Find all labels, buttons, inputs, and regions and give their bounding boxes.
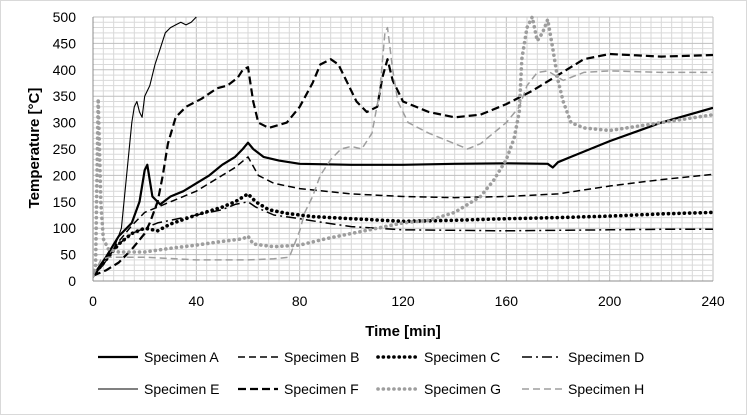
legend-item: Specimen C [376, 349, 500, 365]
y-tick-label: 400 [53, 62, 77, 78]
legend-label: Specimen E [144, 381, 219, 397]
legend-item: Specimen G [376, 381, 501, 397]
x-tick-label: 80 [292, 293, 308, 309]
legend-item: Specimen E [98, 381, 219, 397]
x-tick-label: 160 [495, 293, 519, 309]
y-tick-label: 50 [60, 247, 76, 263]
y-tick-label: 450 [53, 35, 77, 51]
legend-label: Specimen G [424, 381, 501, 397]
legend-label: Specimen A [144, 349, 219, 365]
grid [92, 16, 714, 282]
x-tick-label: 200 [598, 293, 622, 309]
legend-label: Specimen D [568, 349, 644, 365]
legend-label: Specimen C [424, 349, 500, 365]
series-line-specimen-b [93, 156, 713, 277]
x-tick-label: 240 [701, 293, 725, 309]
legend-item: Specimen H [522, 381, 644, 397]
y-tick-label: 0 [68, 273, 76, 289]
legend-item: Specimen F [238, 381, 359, 397]
series-line-specimen-a [93, 106, 713, 277]
series-line-specimen-d [93, 201, 713, 277]
y-tick-label: 350 [53, 88, 77, 104]
y-tick-label: 150 [53, 194, 77, 210]
legend-label: Specimen H [568, 381, 644, 397]
y-axis-title: Temperature [°C] [26, 88, 43, 209]
y-tick-label: 500 [53, 9, 77, 25]
legend-label: Specimen B [284, 349, 359, 365]
series-line-specimen-h [93, 26, 713, 277]
series-line-specimen-f [93, 52, 713, 277]
series-lines [93, 15, 713, 278]
y-tick-label: 200 [53, 167, 77, 183]
legend-item: Specimen A [98, 349, 219, 365]
x-tick-label: 40 [189, 293, 205, 309]
x-tick-label: 120 [391, 293, 415, 309]
y-tick-label: 300 [53, 115, 77, 131]
legend-item: Specimen D [522, 349, 644, 365]
tick-labels: 0 50 100 150 200 250 300 350 400 450 500 0 40 80 120 16… [53, 9, 725, 309]
x-tick-label: 0 [89, 293, 97, 309]
series-line-specimen-g [93, 15, 713, 278]
legend: Specimen A Specimen B Specimen C Specimen D… [98, 349, 644, 397]
legend-label: Specimen F [284, 381, 359, 397]
x-axis-title: Time [min] [365, 323, 441, 340]
y-tick-label: 250 [53, 141, 77, 157]
series-line-specimen-e [93, 16, 197, 277]
legend-item: Specimen B [238, 349, 359, 365]
y-tick-label: 100 [53, 220, 77, 236]
